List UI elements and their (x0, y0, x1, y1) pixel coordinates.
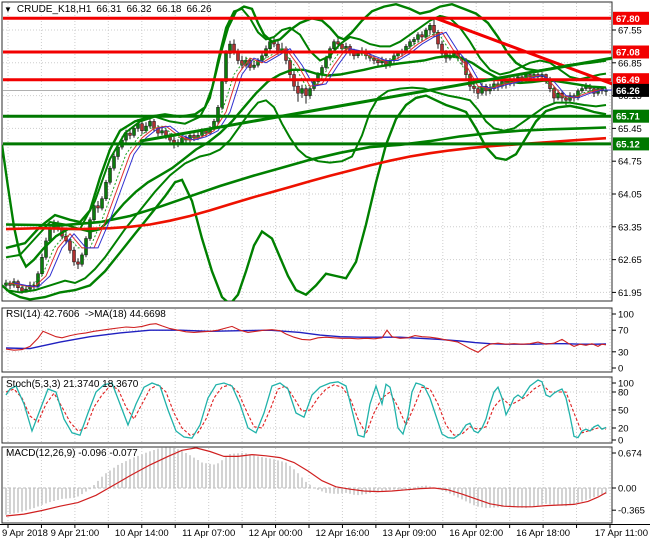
macd-panel[interactable] (5, 447, 607, 517)
svg-text:65.71: 65.71 (616, 112, 640, 123)
svg-text:12 Apr 16:00: 12 Apr 16:00 (315, 528, 369, 539)
support-resistance-levels[interactable] (3, 16, 611, 146)
stoch-k-line (5, 379, 607, 439)
fast-moving-averages (5, 31, 612, 288)
svg-text:64.05: 64.05 (618, 189, 642, 200)
price-badge (613, 73, 649, 87)
macd-signal-line (5, 447, 607, 517)
svg-text:65.45: 65.45 (618, 124, 642, 135)
svg-text:9 Apr 21:00: 9 Apr 21:00 (51, 528, 100, 539)
svg-text:62.65: 62.65 (618, 255, 642, 266)
chart-title: ▼ CRUDE_K18,H1 66.31 66.32 66.18 66.26 (4, 4, 212, 15)
slow-ma-green (5, 126, 607, 227)
price-badge (613, 45, 649, 59)
svg-text:66.26: 66.26 (616, 86, 640, 97)
svg-text:20: 20 (618, 424, 629, 435)
svg-text:67.55: 67.55 (618, 26, 642, 37)
svg-text:17 Apr 11:00: 17 Apr 11:00 (595, 528, 648, 539)
main-chart[interactable] (2, 2, 614, 304)
rsi-panel[interactable] (5, 323, 607, 353)
svg-text:50: 50 (618, 406, 629, 417)
svg-text:9 Apr 2018: 9 Apr 2018 (2, 528, 48, 539)
price-badge (613, 137, 649, 151)
svg-text:10 Apr 14:00: 10 Apr 14:00 (115, 528, 169, 539)
svg-text:0: 0 (618, 436, 623, 447)
svg-text:61.95: 61.95 (618, 288, 642, 299)
svg-text:16 Apr 02:00: 16 Apr 02:00 (449, 528, 503, 539)
time-axis[interactable]: 9 Apr 2018 9 Apr 21:00 10 Apr 14:00 11 Apr … (0, 524, 650, 540)
svg-text:12 Apr 00:00: 12 Apr 00:00 (249, 528, 303, 539)
rsi-ma-line (5, 329, 607, 350)
quote-low: 66.18 (156, 4, 182, 15)
price-axis[interactable]: 67.5566.8566.1565.4564.7564.0563.3562.65… (612, 11, 649, 517)
svg-text:80: 80 (618, 388, 629, 399)
macd-header: MACD(12,26,9) -0.096 -0.077 (6, 448, 138, 459)
quote-close: 66.26 (186, 4, 212, 15)
rsi-line (5, 323, 607, 353)
svg-text:13 Apr 09:00: 13 Apr 09:00 (382, 528, 436, 539)
rsi-header: RSI(14) 42.7606 ->MA(18) 44.6698 (6, 309, 166, 320)
price-badge (613, 11, 649, 25)
svg-text:0: 0 (618, 364, 623, 375)
trendlines[interactable] (139, 16, 612, 143)
svg-text:100: 100 (618, 379, 634, 390)
svg-text:70: 70 (618, 326, 629, 337)
svg-text:67.80: 67.80 (616, 14, 640, 25)
svg-text:-0.365: -0.365 (618, 506, 645, 517)
svg-text:100: 100 (618, 310, 634, 321)
symbol-label: CRUDE_K18,H1 (16, 4, 92, 15)
quote-high: 66.32 (126, 4, 152, 15)
stoch-header: Stoch(5,3,3) 21.3740 18.3670 (6, 379, 139, 390)
collapse-chart-icon[interactable]: ▼ (4, 4, 12, 14)
svg-text:16 Apr 18:00: 16 Apr 18:00 (516, 528, 570, 539)
stochastic-panel[interactable] (5, 379, 607, 439)
svg-text:64.75: 64.75 (618, 157, 642, 168)
svg-text:65.12: 65.12 (616, 139, 640, 150)
svg-text:11 Apr 07:00: 11 Apr 07:00 (182, 528, 235, 539)
svg-text:66.85: 66.85 (618, 58, 642, 69)
quote-open: 66.31 (96, 4, 122, 15)
price-badge (613, 109, 649, 123)
svg-text:0.674: 0.674 (618, 449, 642, 460)
svg-text:67.08: 67.08 (616, 48, 640, 59)
macd-panel-frame[interactable] (1, 446, 613, 524)
macd-histogram (5, 447, 607, 515)
svg-text:30: 30 (618, 347, 629, 358)
svg-text:63.35: 63.35 (618, 222, 642, 233)
svg-text:0.00: 0.00 (618, 484, 637, 495)
price-badge (613, 83, 649, 97)
svg-text:66.49: 66.49 (616, 75, 640, 86)
